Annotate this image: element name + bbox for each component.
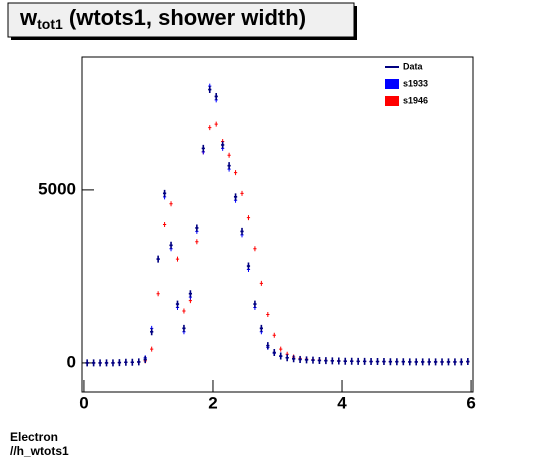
data-point [279, 346, 283, 352]
data-point [337, 357, 341, 365]
data-point [214, 92, 218, 100]
data-point [459, 358, 463, 366]
data-point [201, 144, 205, 152]
data-point [98, 359, 102, 367]
x-tick-label: 0 [79, 393, 88, 412]
data-point [162, 222, 167, 227]
data-point [227, 162, 231, 170]
x-tick-label: 4 [337, 393, 347, 412]
data-point [208, 86, 212, 94]
data-point [253, 300, 257, 308]
data-point [169, 201, 173, 207]
data-point [298, 355, 302, 363]
data-point [272, 332, 276, 338]
title-rest: (wtots1, shower width) [63, 5, 306, 30]
data-point [85, 359, 89, 367]
data-point [414, 358, 418, 366]
legend-swatch [385, 79, 399, 89]
data-point [285, 354, 289, 362]
data-point [143, 355, 147, 363]
data-point [162, 189, 167, 197]
data-point [446, 358, 451, 366]
data-point [221, 141, 225, 149]
legend-label: s1933 [403, 78, 428, 88]
data-point [227, 152, 231, 158]
data-point [311, 356, 315, 364]
data-point [117, 359, 122, 367]
data-point [233, 193, 238, 201]
data-point [453, 358, 457, 366]
data-point [246, 262, 251, 270]
data-point [175, 256, 180, 262]
x-tick-label: 6 [466, 393, 475, 412]
data-point [382, 358, 386, 366]
data-point [272, 349, 276, 357]
data-point [233, 170, 238, 176]
data-point [279, 352, 283, 360]
data-point [195, 224, 199, 232]
data-point [92, 359, 96, 367]
data-point [440, 358, 444, 366]
data-point [169, 241, 173, 249]
data-point [111, 359, 115, 367]
data-point [246, 215, 251, 221]
data-point [266, 342, 270, 350]
y-tick-label: 0 [67, 352, 76, 371]
data-point [388, 358, 393, 366]
data-point [208, 125, 212, 131]
legend-swatch [385, 96, 399, 106]
data-point [362, 357, 367, 365]
data-point [433, 358, 438, 366]
data-point [150, 346, 154, 352]
data-point [350, 357, 354, 365]
data-point [130, 358, 134, 366]
data-point [156, 291, 160, 297]
data-point [253, 246, 257, 252]
data-point [195, 239, 199, 245]
title-subscript: tot1 [37, 16, 63, 32]
data-point [324, 357, 328, 365]
data-point [137, 358, 141, 366]
data-point [214, 121, 218, 127]
data-point [182, 308, 186, 314]
data-point [182, 324, 186, 332]
data-point [259, 324, 263, 332]
data-point [466, 358, 470, 366]
data-point [104, 359, 109, 367]
data-point [421, 358, 425, 366]
y-tick-label: 5000 [38, 179, 76, 198]
data-point [343, 357, 347, 365]
data-point [266, 311, 270, 317]
data-point [395, 358, 399, 366]
data-point [292, 355, 296, 363]
note: //h_wtots1 [10, 444, 69, 458]
title-box [7, 2, 355, 38]
data-point [401, 358, 405, 366]
plot-frame [81, 56, 474, 393]
chart-title: wtot1 (wtots1, shower width) [19, 5, 306, 32]
legend-label: s1946 [403, 95, 428, 105]
data-point [330, 357, 334, 365]
data-point [408, 358, 412, 366]
data-point [375, 358, 380, 366]
data-point [240, 227, 244, 235]
data-point [240, 190, 244, 196]
data-point [150, 328, 154, 336]
data-point [427, 358, 431, 366]
legend-label: Data [403, 61, 424, 71]
title-main: w [19, 5, 38, 30]
x-tick-label: 2 [208, 393, 217, 412]
data-point [304, 356, 309, 364]
note: Electron [10, 430, 58, 444]
data-point [259, 280, 263, 286]
data-point [317, 357, 322, 365]
data-point [175, 300, 180, 308]
data-point [369, 358, 373, 366]
data-point [124, 358, 128, 366]
data-point [356, 357, 360, 365]
data-point [188, 290, 193, 298]
data-point [156, 255, 160, 263]
